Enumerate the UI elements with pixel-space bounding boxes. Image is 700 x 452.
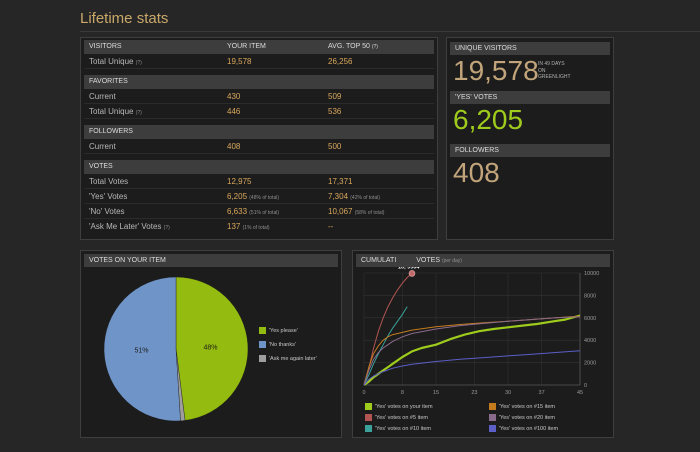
legend-label: 'Yes' votes on #15 item [499,404,556,410]
line-legend-item[interactable]: 'Yes' votes on #20 item [489,414,555,422]
series-line[interactable] [363,306,408,386]
x-tick-label: 8 [401,390,404,396]
pie-panel: VOTES ON YOUR ITEM 48% 51% 'Yes please' 'N… [80,250,342,438]
pie-slice-label: 48% [203,344,217,351]
line-legend-item[interactable]: 'Yes' votes on #15 item [489,403,555,411]
unique-visitors-note: IN 49 DAYS ON GREENLIGHT [538,61,571,80]
line-chart: 0 2000 4000 6000 8000 10000 0 8 15 23 30 37 45 10, 99… [362,267,599,396]
line-legend-item[interactable]: 'Yes' votes on #100 item [489,425,558,433]
series-line[interactable] [363,314,581,386]
y-tick-label: 10000 [584,271,599,277]
series-line[interactable] [363,315,581,386]
y-tick-label: 0 [584,383,587,389]
legend-label: 'Yes' votes on your item [375,404,433,410]
summary-panel: UNIQUE VISITORS 19,578 IN 49 DAYS ON GRE… [446,37,614,240]
series-line[interactable] [363,316,581,386]
x-tick-label: 45 [577,390,583,396]
legend-swatch [489,414,496,422]
title-divider [80,31,700,32]
legend-swatch [489,425,496,433]
legend-label: 'Yes please' [269,328,298,334]
yes-votes-value: 6,205 [453,104,524,135]
visitors-yours: 19,578 [227,57,252,66]
legend-swatch [259,355,266,363]
table-row: Current 408 500 [84,139,434,154]
y-tick-label: 6000 [584,316,596,322]
x-tick-label: 15 [433,390,439,396]
x-tick-label: 30 [505,390,511,396]
table-row: 'No' Votes 6,633 (51% of total) 10,067 (… [84,204,434,219]
chart-tooltip: 10, 9964 [398,267,420,270]
y-tick-label: 2000 [584,361,596,367]
pie-slice[interactable] [175,276,249,421]
table-row: Total Unique (?) 446 536 [84,104,434,119]
line-header: CUMULATI VOTES (per day) [356,254,610,267]
legend-label: 'Yes' votes on #10 item [375,426,432,432]
x-tick-label: 0 [362,390,365,396]
visitors-header: VISITORS YOUR ITEM AVG. TOP 50 (?) [84,40,434,54]
table-row: 'Yes' Votes 6,205 (48% of total) 7,304 (… [84,189,434,204]
legend-swatch [365,414,372,422]
line-legend-item[interactable]: 'Yes' votes on #5 item [365,414,428,422]
series-line[interactable] [363,350,581,386]
table-row: Total Unique (?) 19,578 26,256 [84,54,434,69]
legend-swatch [259,327,266,335]
avg-top-header: AVG. TOP 50 (?) [328,43,378,50]
x-tick-label: 23 [471,390,477,396]
series-line[interactable] [363,273,413,386]
votes-header: VOTES [84,160,434,174]
pie-header: VOTES ON YOUR ITEM [84,254,338,267]
y-tick-label: 8000 [584,293,596,299]
legend-swatch [259,341,266,349]
pie-legend-item[interactable]: 'Ask me again later' [259,355,317,363]
total-unique-label: Total Unique (?) [89,57,142,66]
pie-legend-item[interactable]: 'No thanks' [259,341,296,349]
table-row: Total Votes 12,975 17,371 [84,174,434,189]
line-legend-item[interactable]: 'Yes' votes on #10 item [365,425,431,433]
legend-label: 'Ask me again later' [269,356,317,362]
legend-swatch [365,403,372,411]
table-row: 'Ask Me Later' Votes (?) 137 (1% of tota… [89,222,334,231]
y-tick-label: 4000 [584,338,596,344]
table-row: Current 430 509 [84,89,434,104]
pie-slice[interactable] [103,276,181,422]
visitors-avg: 26,256 [328,57,353,66]
your-item-header: YOUR ITEM [227,43,266,50]
unique-visitors-stat: 19,578 IN 49 DAYS ON GREENLIGHT [447,55,613,87]
line-legend-item[interactable]: 'Yes' votes on your item [365,403,433,411]
unique-visitors-value: 19,578 [453,55,539,86]
unique-visitors-header: UNIQUE VISITORS [450,42,610,55]
pie-legend-item[interactable]: 'Yes please' [259,327,298,335]
stats-table-panel: VISITORS YOUR ITEM AVG. TOP 50 (?) Total… [80,37,438,240]
legend-label: 'No thanks' [269,342,296,348]
followers-summary-header: FOLLOWERS [450,144,610,157]
yes-votes-header: 'YES' VOTES [450,91,610,104]
followers-value: 408 [453,157,500,188]
legend-swatch [489,403,496,411]
help-icon[interactable]: (?) [135,60,142,66]
visitors-header-label: VISITORS [89,43,122,50]
pie-slice-label: 51% [134,348,148,355]
favorites-header: FAVORITES [84,75,434,89]
followers-header: FOLLOWERS [84,125,434,139]
x-tick-label: 37 [539,390,545,396]
help-icon[interactable]: (?) [163,225,170,231]
page-title: Lifetime stats [80,10,169,27]
line-panel: CUMULATI VOTES (per day) 0 2000 4000 6000 800… [352,250,614,438]
help-icon[interactable]: (?) [135,110,142,116]
legend-label: 'Yes' votes on #100 item [499,426,559,432]
legend-label: 'Yes' votes on #5 item [375,415,428,421]
legend-label: 'Yes' votes on #20 item [499,415,556,421]
hover-point[interactable] [408,270,416,277]
legend-swatch [365,425,372,433]
pie-chart: 48% 51% [103,276,249,422]
